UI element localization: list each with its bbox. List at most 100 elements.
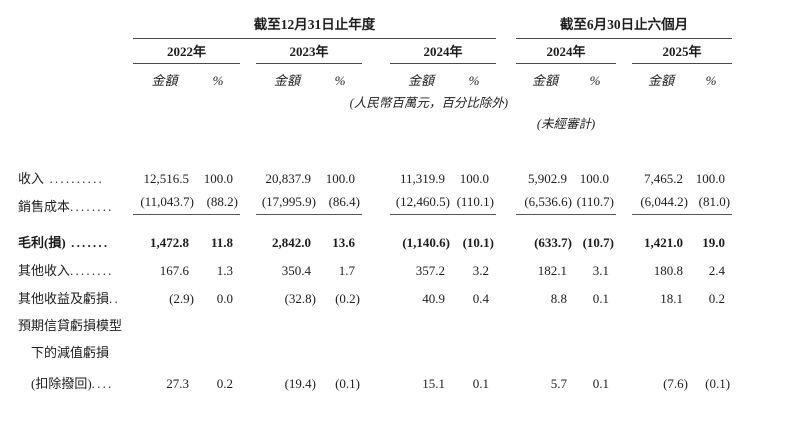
column-gap xyxy=(616,63,632,90)
percent-value: (10.7) xyxy=(582,234,614,250)
percent-value: 0.2 xyxy=(708,290,726,306)
percent-column-header: % xyxy=(212,72,224,88)
column-gap xyxy=(616,111,632,132)
amount-value: 357.2 xyxy=(415,262,445,278)
amount-value: 167.6 xyxy=(159,262,189,278)
row-label-text: 下的減值虧損 xyxy=(31,344,110,360)
percent-value: 100.0 xyxy=(459,170,489,186)
percent-value: 0.1 xyxy=(592,375,609,391)
percent-value: (0.2) xyxy=(335,290,360,306)
percent-value: 3.1 xyxy=(592,262,609,278)
row-label: 銷售成本........ xyxy=(0,186,133,214)
column-gap xyxy=(496,278,516,306)
table-row: 毛利(損) ....... 1,472.8 11.8 2,842.0 13.6 (1,14… xyxy=(0,214,732,250)
percent-value: 100.0 xyxy=(203,170,233,186)
amount-value: 1,421.0 xyxy=(644,234,683,250)
percent-value: 11.8 xyxy=(210,234,233,250)
empty-cell xyxy=(632,111,732,132)
amount-value: 1,472.8 xyxy=(150,234,189,250)
amount-value: 11,319.9 xyxy=(399,170,445,186)
column-gap xyxy=(496,186,516,214)
column-gap xyxy=(240,214,256,250)
empty-cell xyxy=(133,333,732,360)
column-gap xyxy=(616,186,632,214)
row-label: 其他收入........ xyxy=(0,250,133,278)
row-label-text: 其他收益及虧損 xyxy=(18,290,110,306)
percent-value: 0.1 xyxy=(472,375,489,391)
empty-cell xyxy=(0,90,133,111)
financial-table: 截至12月31日止年度 截至6月30日止六個月 2022年 2023年 2024… xyxy=(0,12,733,391)
column-gap xyxy=(362,63,390,90)
amount-value: (1,140.6) xyxy=(402,234,450,250)
percent-value: 0.0 xyxy=(216,290,233,306)
percent-value: 0.1 xyxy=(592,290,609,306)
column-gap xyxy=(240,360,256,391)
row-label: 毛利(損) ....... xyxy=(0,214,133,250)
column-gap xyxy=(240,38,256,63)
table-row: 預期信貸虧損模型 xyxy=(0,306,732,333)
column-gap xyxy=(616,214,632,250)
percent-value: 100.0 xyxy=(325,170,355,186)
amount-value: (6,044.2) xyxy=(632,186,690,215)
interim-section-title: 截至6月30日止六個月 xyxy=(516,12,733,39)
empty-cell xyxy=(0,111,133,132)
column-gap xyxy=(496,250,516,278)
amount-value: 350.4 xyxy=(281,262,311,278)
empty-cell xyxy=(0,132,732,158)
column-gap xyxy=(496,38,516,63)
column-gap xyxy=(362,278,390,306)
percent-value: 0.2 xyxy=(216,375,233,391)
units-note-row: (人民幣百萬元，百分比除外) xyxy=(0,90,732,111)
empty-cell xyxy=(516,90,732,111)
percent-value: 100.0 xyxy=(579,170,609,186)
empty-cell xyxy=(0,12,133,38)
row-label-text: (扣除撥回) xyxy=(31,375,92,391)
column-gap xyxy=(496,111,516,132)
amount-value: (19.4) xyxy=(284,375,316,391)
column-gap xyxy=(362,360,390,391)
row-label-text: 銷售成本 xyxy=(18,198,71,214)
column-gap xyxy=(362,158,390,186)
column-gap xyxy=(362,214,390,250)
column-gap xyxy=(616,250,632,278)
column-gap xyxy=(616,360,632,391)
amount-value: 5,902.9 xyxy=(528,170,567,186)
percent-value: (86.4) xyxy=(318,186,362,215)
amount-column-header: 金額 xyxy=(407,72,434,88)
empty-cell xyxy=(133,306,732,333)
column-gap xyxy=(240,278,256,306)
year-header-2024-interim: 2024年 xyxy=(516,38,616,64)
column-gap xyxy=(240,250,256,278)
percent-value: (0.1) xyxy=(335,375,360,391)
table-row: 銷售成本........ (11,043.7) (88.2) (17,995.9) (8… xyxy=(0,186,733,215)
amount-column-header: 金額 xyxy=(647,72,674,88)
column-gap xyxy=(496,12,516,38)
row-label: 下的減值虧損 xyxy=(0,333,133,360)
percent-column-header: % xyxy=(468,72,480,88)
percent-value: 100.0 xyxy=(695,170,726,186)
dot-leader: .... xyxy=(91,375,114,391)
column-gap xyxy=(362,250,390,278)
row-label: (扣除撥回).... xyxy=(0,360,133,391)
dot-leader: ....... xyxy=(65,234,110,250)
amount-value: 5.7 xyxy=(550,375,567,391)
year-header-row: 2022年 2023年 2024年 2024年 2025年 xyxy=(0,38,733,64)
amount-column-header: 金額 xyxy=(273,72,300,88)
percent-value: 3.2 xyxy=(472,262,489,278)
empty-cell xyxy=(0,63,133,90)
column-gap xyxy=(616,158,632,186)
dot-leader: .......... xyxy=(44,170,104,186)
subheader-row: 金額 % 金額 % 金額 % 金額 % 金額 % xyxy=(0,63,732,90)
amount-value: (633.7) xyxy=(534,234,572,250)
row-label: 其他收益及虧損.. xyxy=(0,278,133,306)
amount-value: 40.9 xyxy=(422,290,445,306)
amount-value: (12,460.5) xyxy=(390,186,452,215)
column-gap xyxy=(616,38,632,63)
percent-value: 0.4 xyxy=(472,290,489,306)
amount-value: 20,837.9 xyxy=(265,170,312,186)
percent-value: 2.4 xyxy=(708,262,726,278)
percent-value: 13.6 xyxy=(332,234,355,250)
empty-cell xyxy=(133,111,496,132)
amount-value: 27.3 xyxy=(166,375,189,391)
row-label: 預期信貸虧損模型 xyxy=(0,306,133,333)
